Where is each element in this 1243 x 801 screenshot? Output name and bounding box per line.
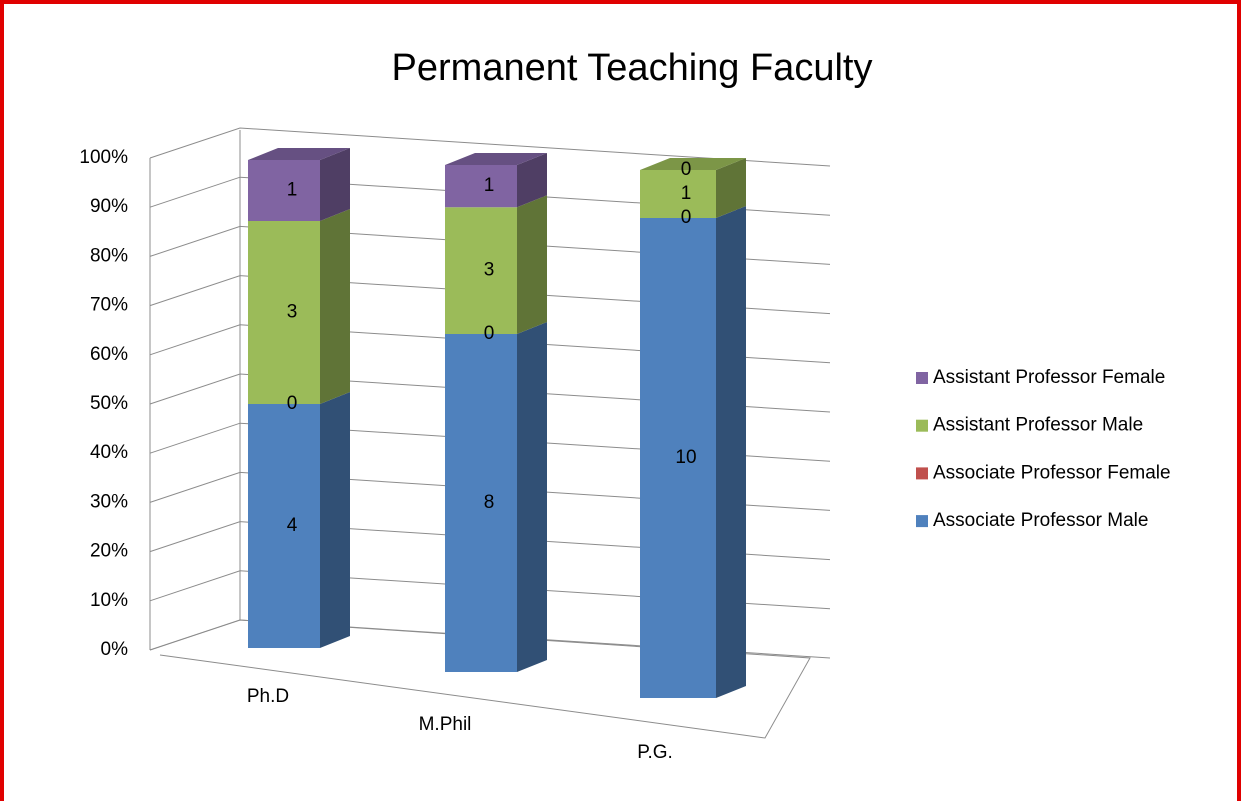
grid-line bbox=[149, 176, 831, 216]
bar-side bbox=[716, 206, 746, 698]
y-tick-label: 40% bbox=[90, 442, 128, 463]
y-tick-label: 50% bbox=[90, 393, 128, 414]
legend-swatch bbox=[916, 372, 928, 384]
legend-label: Assistant Professor Female bbox=[933, 367, 1165, 388]
bar bbox=[445, 165, 517, 208]
bar-top bbox=[640, 158, 746, 170]
y-tick-label: 80% bbox=[90, 245, 128, 266]
bar-side bbox=[320, 209, 350, 404]
x-tick-label: Ph.D bbox=[247, 686, 289, 707]
grid-line bbox=[149, 619, 831, 659]
grid-line bbox=[149, 275, 831, 315]
y-tick-label: 90% bbox=[90, 196, 128, 217]
x-tick-label: M.Phil bbox=[419, 714, 472, 735]
bar bbox=[248, 160, 320, 221]
data-label: 8 bbox=[484, 492, 495, 513]
legend-label: Assistant Professor Male bbox=[933, 415, 1143, 436]
bar bbox=[445, 334, 517, 672]
grid-line bbox=[149, 225, 831, 265]
bar bbox=[445, 207, 517, 334]
y-tick-label: 70% bbox=[90, 295, 128, 316]
legend-swatch bbox=[916, 515, 928, 528]
grid-line bbox=[149, 521, 831, 561]
data-label: 0 bbox=[681, 159, 692, 180]
data-label: 1 bbox=[484, 175, 495, 196]
bar bbox=[248, 404, 320, 648]
data-label: 0 bbox=[287, 393, 298, 414]
grid-line bbox=[149, 373, 831, 413]
legend-label: Associate Professor Male bbox=[933, 510, 1148, 531]
grid-line bbox=[149, 471, 831, 511]
bar-side bbox=[517, 153, 547, 208]
grid-line bbox=[149, 324, 831, 364]
data-label: 0 bbox=[681, 207, 692, 228]
data-label: 3 bbox=[484, 260, 495, 281]
y-tick-label: 20% bbox=[90, 541, 128, 562]
legend-swatch bbox=[916, 419, 928, 432]
legend-swatch bbox=[916, 467, 928, 480]
bar-side bbox=[320, 392, 350, 648]
data-label: 1 bbox=[681, 183, 692, 204]
y-tick-label: 60% bbox=[90, 344, 128, 365]
data-label: 0 bbox=[484, 323, 495, 344]
bar bbox=[640, 170, 716, 218]
grid-line bbox=[149, 422, 831, 462]
chart-title: Permanent Teaching Faculty bbox=[392, 47, 873, 89]
bar bbox=[248, 221, 320, 404]
data-label: 4 bbox=[287, 515, 298, 536]
bar-side bbox=[517, 322, 547, 672]
bar-top bbox=[248, 148, 350, 160]
grid-line bbox=[149, 570, 831, 610]
bar-side bbox=[517, 195, 547, 334]
bar-side bbox=[320, 148, 350, 221]
data-label: 10 bbox=[675, 447, 696, 468]
x-tick-label: P.G. bbox=[637, 742, 673, 763]
y-tick-label: 100% bbox=[79, 147, 128, 168]
bar-top bbox=[445, 153, 547, 165]
grid-line bbox=[149, 127, 831, 167]
y-tick-label: 10% bbox=[90, 590, 128, 611]
legend-label: Associate Professor Female bbox=[933, 462, 1171, 483]
bar bbox=[640, 218, 716, 698]
y-tick-label: 0% bbox=[101, 639, 129, 660]
data-label: 3 bbox=[287, 302, 298, 323]
bar-side bbox=[716, 158, 746, 218]
data-label: 1 bbox=[287, 180, 298, 201]
y-tick-label: 30% bbox=[90, 491, 128, 512]
